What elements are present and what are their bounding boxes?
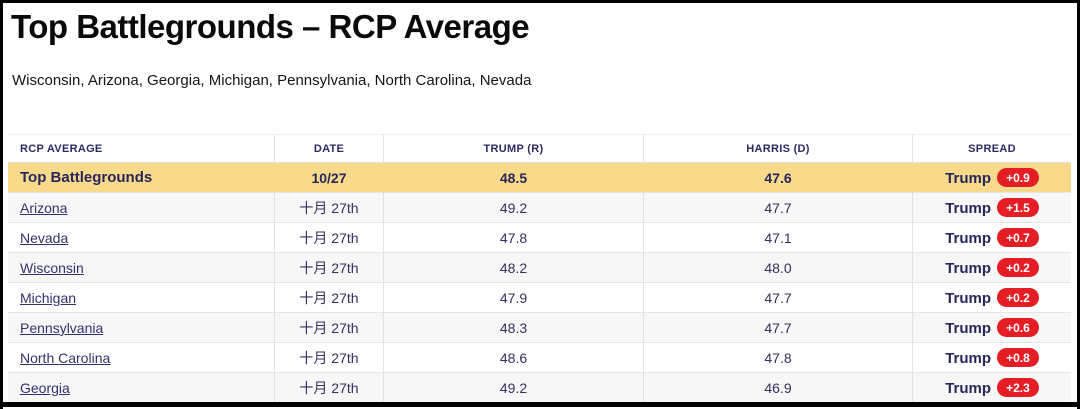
state-row: Wisconsin 十月 27th 48.2 48.0 Trump +0.2 <box>8 253 1071 284</box>
harris-value-cell: 48.0 <box>643 253 912 284</box>
state-row: Michigan 十月 27th 47.9 47.7 Trump +0.2 <box>8 283 1071 314</box>
harris-value-cell: 47.8 <box>643 343 912 374</box>
page-subtitle: Wisconsin, Arizona, Georgia, Michigan, P… <box>12 72 532 90</box>
harris-value-cell: 47.6 <box>643 163 912 194</box>
harris-value-cell: 47.7 <box>643 193 912 224</box>
spread-cell: Trump +0.6 <box>912 313 1071 344</box>
date-cell: 十月 27th <box>274 253 383 284</box>
trump-value-cell: 48.2 <box>383 253 643 284</box>
state-label-cell: Nevada <box>8 223 274 254</box>
trump-value-cell: 49.2 <box>383 193 643 224</box>
state-label-cell: North Carolina <box>8 343 274 374</box>
state-row: North Carolina 十月 27th 48.6 47.8 Trump +0.8 <box>8 343 1071 374</box>
trump-value-cell: 47.9 <box>383 283 643 314</box>
spread-margin-badge: +0.8 <box>997 348 1039 368</box>
state-label-cell: Michigan <box>8 283 274 314</box>
harris-value-cell: 47.7 <box>643 283 912 314</box>
spread-margin-badge: +0.2 <box>997 258 1039 278</box>
column-header-trump: TRUMP (R) <box>383 134 643 164</box>
date-cell: 十月 27th <box>274 223 383 254</box>
page-title: Top Battlegrounds – RCP Average <box>11 8 530 45</box>
state-label-cell: Pennsylvania <box>8 313 274 344</box>
state-row: Georgia 十月 27th 49.2 46.9 Trump +2.3 <box>8 373 1071 404</box>
spread-leader-label: Trump <box>945 230 992 248</box>
rcp-average-table: RCP AVERAGE DATE TRUMP (R) HARRIS (D) SP… <box>8 134 1071 404</box>
spread-leader-label: Trump <box>945 260 992 278</box>
spread-cell: Trump +0.9 <box>912 163 1071 194</box>
state-link[interactable]: North Carolina <box>20 349 111 366</box>
date-cell: 十月 27th <box>274 313 383 344</box>
date-cell: 十月 27th <box>274 283 383 314</box>
state-label-cell: Georgia <box>8 373 274 404</box>
spread-leader-label: Trump <box>945 320 992 338</box>
state-link[interactable]: Georgia <box>20 379 70 396</box>
state-link[interactable]: Nevada <box>20 229 69 246</box>
trump-value-cell: 48.6 <box>383 343 643 374</box>
trump-value-cell: 49.2 <box>383 373 643 404</box>
state-row: Arizona 十月 27th 49.2 47.7 Trump +1.5 <box>8 193 1071 224</box>
table-body: Top Battlegrounds 10/27 48.5 47.6 Trump +0.9 A… <box>8 163 1071 404</box>
spread-cell: Trump +0.8 <box>912 343 1071 374</box>
column-header-date: DATE <box>274 134 383 164</box>
trump-value-cell: 48.5 <box>383 163 643 194</box>
spread-cell: Trump +1.5 <box>912 193 1071 224</box>
state-row: Nevada 十月 27th 47.8 47.1 Trump +0.7 <box>8 223 1071 254</box>
harris-value-cell: 46.9 <box>643 373 912 404</box>
spread-leader-label: Trump <box>945 290 992 308</box>
summary-label: Top Battlegrounds <box>20 169 153 187</box>
trump-value-cell: 48.3 <box>383 313 643 344</box>
spread-cell: Trump +0.2 <box>912 253 1071 284</box>
spread-margin-badge: +0.2 <box>997 288 1039 308</box>
spread-cell: Trump +0.2 <box>912 283 1071 314</box>
column-header-spread: SPREAD <box>912 134 1071 164</box>
date-cell: 十月 27th <box>274 373 383 404</box>
date-cell: 十月 27th <box>274 343 383 374</box>
spread-cell: Trump +0.7 <box>912 223 1071 254</box>
harris-value-cell: 47.7 <box>643 313 912 344</box>
column-header-harris: HARRIS (D) <box>643 134 912 164</box>
state-label-cell: Arizona <box>8 193 274 224</box>
spread-leader-label: Trump <box>945 200 992 218</box>
spread-leader-label: Trump <box>945 350 992 368</box>
date-cell: 10/27 <box>274 163 383 194</box>
summary-label-cell: Top Battlegrounds <box>8 163 274 194</box>
state-link[interactable]: Michigan <box>20 289 77 306</box>
state-row: Pennsylvania 十月 27th 48.3 47.7 Trump +0.6 <box>8 313 1071 344</box>
summary-row: Top Battlegrounds 10/27 48.5 47.6 Trump +0.9 <box>8 163 1071 194</box>
spread-leader-label: Trump <box>945 170 992 188</box>
spread-margin-badge: +0.6 <box>997 318 1039 338</box>
spread-leader-label: Trump <box>945 380 992 398</box>
state-label-cell: Wisconsin <box>8 253 274 284</box>
state-link[interactable]: Wisconsin <box>20 259 84 276</box>
spread-margin-badge: +2.3 <box>997 378 1039 398</box>
date-cell: 十月 27th <box>274 193 383 224</box>
harris-value-cell: 47.1 <box>643 223 912 254</box>
column-header-rcp-average: RCP AVERAGE <box>8 134 274 164</box>
spread-cell: Trump +2.3 <box>912 373 1071 404</box>
spread-margin-badge: +0.7 <box>997 228 1039 248</box>
trump-value-cell: 47.8 <box>383 223 643 254</box>
spread-margin-badge: +1.5 <box>997 198 1039 218</box>
state-link[interactable]: Arizona <box>20 199 68 216</box>
table-header-row: RCP AVERAGE DATE TRUMP (R) HARRIS (D) SP… <box>8 134 1071 164</box>
bottom-border-bar <box>3 402 1077 407</box>
spread-margin-badge: +0.9 <box>997 168 1039 188</box>
state-link[interactable]: Pennsylvania <box>20 319 104 336</box>
